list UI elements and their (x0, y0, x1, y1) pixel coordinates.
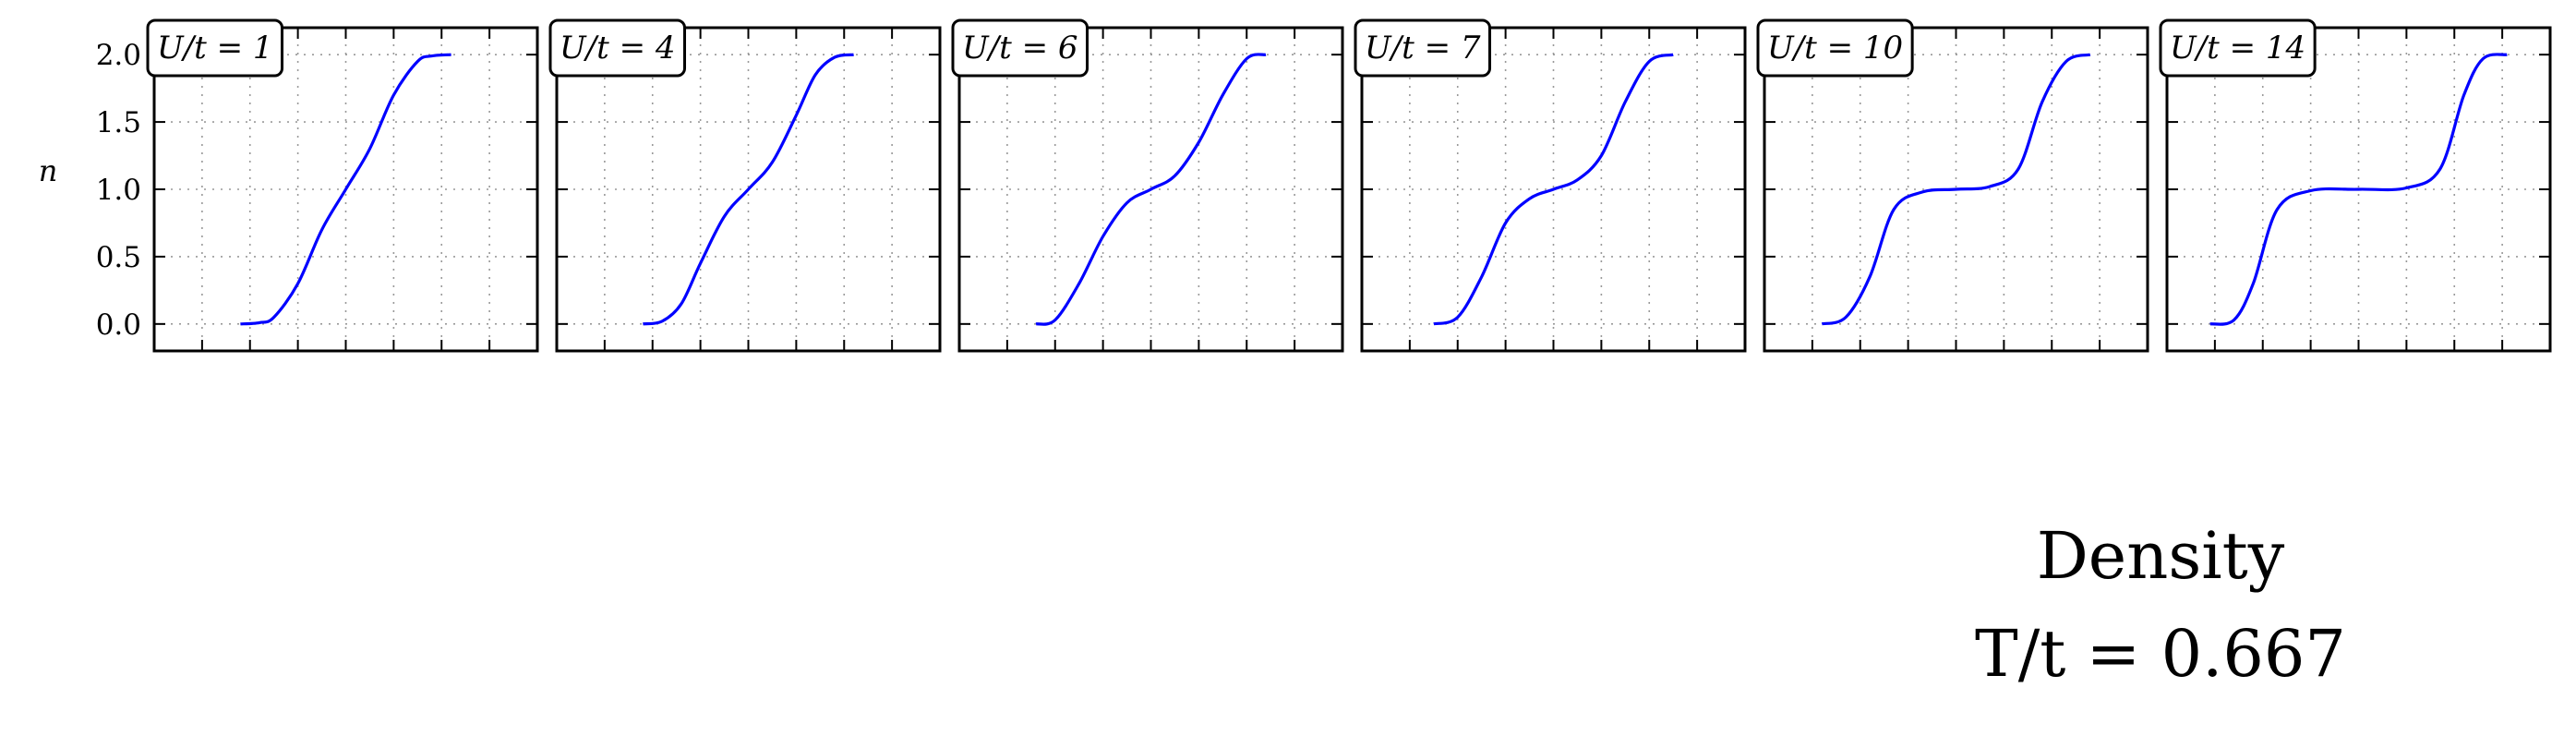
panel-label-3: U/t = 6 (951, 18, 1089, 78)
density-curve-1 (240, 53, 451, 326)
panel-label-text-2: U/t = 4 (560, 30, 676, 66)
ytick-label-3: 1.5 (96, 106, 141, 139)
panel-label-box-6 (2159, 18, 2317, 78)
panel-4: U/t = 7 (1354, 18, 1747, 353)
panel-3: U/t = 6 (951, 18, 1344, 353)
panel-6: U/t = 14 (2159, 18, 2552, 353)
density-curve-6 (2209, 53, 2508, 326)
panel-label-text-4: U/t = 7 (1365, 30, 1481, 66)
density-curve-5 (1821, 53, 2091, 326)
panel-label-4: U/t = 7 (1354, 18, 1492, 78)
panel-label-2: U/t = 4 (548, 18, 687, 78)
panel-frame-1 (152, 26, 539, 353)
annotation-temperature: T/t = 0.667 (1975, 616, 2346, 692)
panel-1: 0.0 0.5 1.0 1.5 2.0 U/t = 1 (96, 18, 539, 353)
density-curve-3 (1035, 53, 1267, 326)
panel-label-text-1: U/t = 1 (157, 30, 273, 66)
panel-label-text-3: U/t = 6 (962, 30, 1078, 66)
ytick-label-1: 0.5 (96, 241, 141, 274)
y-axis-label: n (39, 153, 58, 188)
panel-2: U/t = 4 (548, 18, 942, 353)
panel-frame-2 (555, 26, 942, 353)
panel-label-1: U/t = 1 (146, 18, 284, 78)
panel-label-5: U/t = 10 (1756, 18, 1914, 78)
density-curve-4 (1433, 53, 1674, 326)
title-annotation: Density T/t = 0.667 (1975, 518, 2346, 692)
ytick-label-2: 1.0 (96, 174, 141, 207)
panel-5: U/t = 10 (1756, 18, 2149, 353)
ytick-label-4: 2.0 (96, 39, 141, 72)
panel-frame-6 (2165, 26, 2552, 353)
panel-frame-3 (957, 26, 1344, 353)
annotation-density: Density (2037, 518, 2285, 594)
ytick-label-0: 0.0 (96, 308, 141, 342)
panels: 0.0 0.5 1.0 1.5 2.0 U/t = 1 U/t = 4 U/t = 6 U/t … (96, 18, 2552, 353)
panel-frame-5 (1763, 26, 2149, 353)
panel-frame-4 (1360, 26, 1747, 353)
panel-label-box-3 (951, 18, 1089, 78)
density-curve-2 (643, 53, 854, 326)
panel-label-box-2 (548, 18, 687, 78)
panel-label-box-1 (146, 18, 284, 78)
panel-label-text-5: U/t = 10 (1767, 30, 1903, 66)
panel-label-6: U/t = 14 (2159, 18, 2317, 78)
y-axis-label-text: n (39, 153, 58, 188)
panel-label-box-5 (1756, 18, 1914, 78)
panel-label-text-6: U/t = 14 (2170, 30, 2305, 66)
panel-label-box-4 (1354, 18, 1492, 78)
